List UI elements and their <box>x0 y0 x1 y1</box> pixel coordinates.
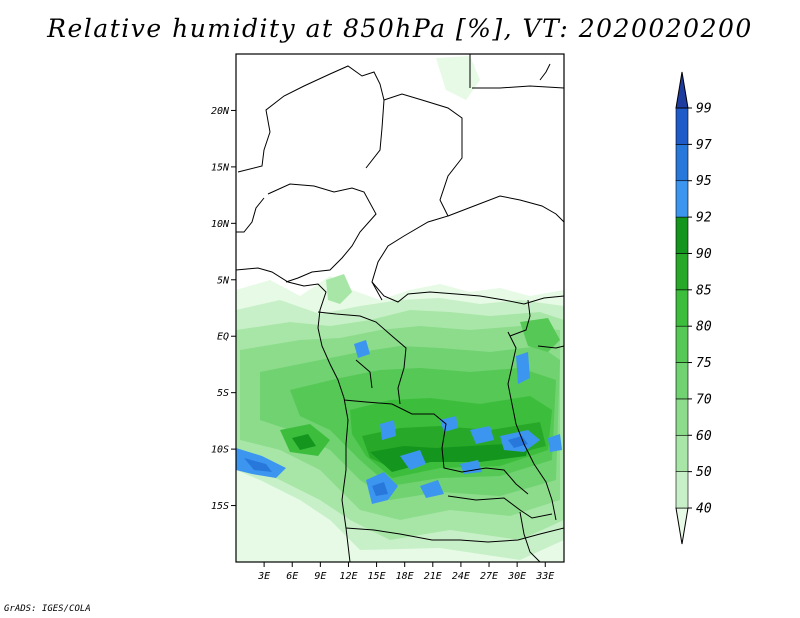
colorbar-label: 95 <box>696 174 712 189</box>
colorbar-segment <box>675 144 689 182</box>
humidity-contour <box>460 460 482 474</box>
humidity-contour <box>436 56 480 100</box>
colorbar-segment <box>675 253 689 291</box>
humidity-contour <box>520 318 560 352</box>
colorbar-low-arrow <box>675 507 689 545</box>
lon-tick-label: 3E <box>257 571 270 582</box>
lon-tick-label: 18E <box>396 571 414 582</box>
lon-tick-label: 24E <box>452 571 470 582</box>
humidity-contour <box>326 274 352 304</box>
lon-tick-label: 30E <box>507 571 526 582</box>
colorbar-high-arrow <box>675 71 689 109</box>
colorbar-label: 99 <box>696 102 712 117</box>
humidity-contour <box>400 450 426 470</box>
lat-tick-label: 15N <box>211 162 230 173</box>
humidity-contour <box>372 482 388 496</box>
lat-tick-label: 5S <box>217 388 229 399</box>
colorbar-segment <box>675 180 689 218</box>
colorbar-label: 97 <box>696 138 712 153</box>
colorbar-label: 90 <box>696 247 712 262</box>
humidity-contour <box>354 340 370 358</box>
lon-tick-label: 12E <box>339 571 357 582</box>
colorbar-segment <box>675 398 689 436</box>
lon-tick-label: 15E <box>368 571 386 582</box>
lon-tick-label: 9E <box>314 571 326 582</box>
colorbar-segment <box>675 325 689 363</box>
humidity-field <box>236 56 564 562</box>
map-frame <box>235 53 565 563</box>
colorbar-segment <box>675 289 689 327</box>
lon-tick-label: 33E <box>535 571 554 582</box>
humidity-contour <box>508 436 528 448</box>
lat-tick-label: 15S <box>211 501 229 512</box>
colorbar-label: 70 <box>696 392 712 407</box>
colorbar-label: 75 <box>696 356 712 371</box>
colorbar-segment <box>675 434 689 472</box>
humidity-contour <box>420 480 444 498</box>
colorbar-label: 60 <box>696 429 712 444</box>
lon-tick-label: 6E <box>286 571 298 582</box>
colorbar-segment <box>675 362 689 400</box>
humidity-contour <box>470 426 494 444</box>
lon-tick-label: 27E <box>480 571 498 582</box>
colorbar-segment <box>675 107 689 145</box>
colorbar-segment <box>675 216 689 254</box>
chart-title: Relative humidity at 850hPa [%], VT: 202… <box>47 14 753 43</box>
longitude-axis: 3E 6E 9E 12E 15E 18E 21E 24E 27E 30E 33E <box>257 562 554 582</box>
colorbar: 40 50 60 70 75 80 85 90 92 95 97 99 <box>675 71 712 545</box>
colorbar-label: 85 <box>696 283 712 298</box>
colorbar-label: 50 <box>696 465 712 480</box>
grads-credit: GrADS: IGES/COLA <box>4 604 91 614</box>
humidity-contour <box>516 352 530 384</box>
humidity-contour <box>548 434 562 452</box>
humidity-contour <box>292 434 316 450</box>
humidity-contour <box>440 416 458 432</box>
humidity-contour <box>380 420 396 440</box>
country-borders <box>236 54 564 562</box>
lat-tick-label: 10N <box>211 219 230 230</box>
lat-tick-label: 10S <box>211 445 229 456</box>
lon-tick-label: 21E <box>424 571 442 582</box>
lat-tick-label: 20N <box>211 106 230 117</box>
colorbar-label: 40 <box>696 502 712 517</box>
lat-tick-label: EQ <box>217 332 229 343</box>
lat-tick-label: 5N <box>217 275 230 286</box>
colorbar-label: 92 <box>696 211 712 226</box>
colorbar-segment <box>675 471 689 509</box>
humidity-contour <box>244 458 272 472</box>
latitude-axis: 20N 15N 10N 5N EQ 5S 10S 15S <box>211 106 236 512</box>
colorbar-label: 80 <box>696 320 712 335</box>
